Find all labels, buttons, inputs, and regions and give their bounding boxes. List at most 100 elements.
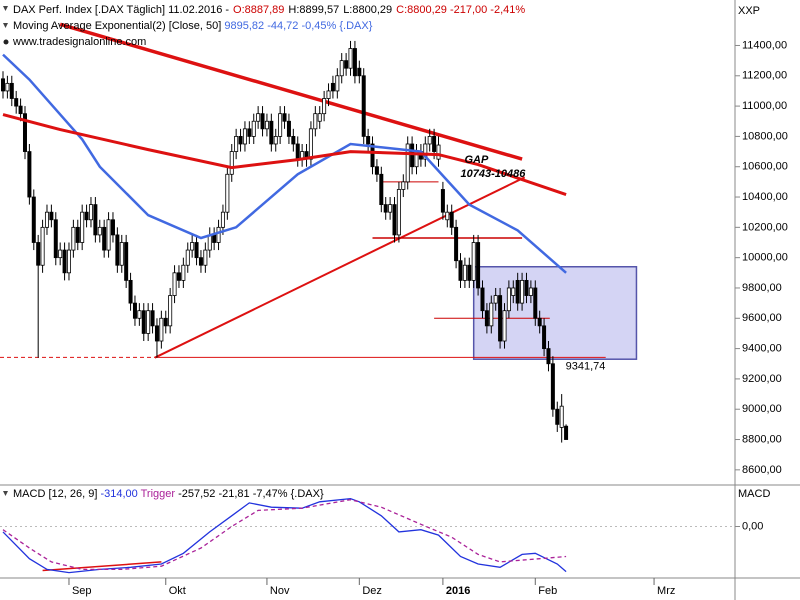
candle-body (260, 113, 265, 130)
header-quote: L:8800,29 (343, 4, 392, 16)
candle-body (238, 136, 243, 145)
candle-body (357, 67, 362, 77)
candle-body (520, 279, 525, 304)
candle-body (432, 136, 437, 152)
moving-average (2, 53, 567, 274)
candle-body (58, 249, 63, 259)
candle-body (291, 136, 296, 145)
candle-body (84, 211, 89, 221)
candle-body (110, 219, 115, 236)
candle-body (542, 325, 547, 349)
candle-body (524, 279, 529, 296)
candle-body (295, 143, 300, 160)
candle-body (163, 317, 168, 327)
candle-body (256, 113, 261, 122)
candle-body (53, 219, 58, 259)
candle-body (506, 287, 511, 312)
candle-body (286, 120, 291, 137)
candle-body (62, 249, 67, 274)
trendline (154, 176, 526, 359)
candle-body (172, 272, 177, 296)
legend-name: Moving Average Exponential(2) [Close, 50… (13, 20, 221, 32)
candle-body (317, 113, 322, 122)
candle-body (383, 204, 388, 213)
price-axis-label: XXP (738, 5, 760, 17)
candle-body (14, 98, 19, 107)
candle-body (427, 136, 432, 145)
candle-body (102, 226, 107, 251)
candle-body (401, 181, 406, 190)
y-tick-label: 9600,00 (742, 312, 782, 324)
candle-body (498, 295, 503, 342)
candle-body (436, 144, 441, 160)
candle-body (185, 249, 190, 266)
candle-body (374, 166, 379, 175)
candle-body (150, 310, 155, 327)
header-quote: O:8887,89 (233, 4, 284, 16)
candle-body (203, 249, 208, 266)
candle-body (247, 128, 252, 137)
y-tick-label: 8600,00 (742, 464, 782, 476)
candle-body (93, 204, 98, 236)
y-tick-label: 9200,00 (742, 373, 782, 385)
candle-body (115, 234, 120, 266)
candle-body (352, 48, 357, 77)
candle-body (396, 189, 401, 236)
legend-name: MACD [12, 26, 9] (13, 488, 97, 500)
legend-icon (3, 23, 8, 28)
x-tick-label: Dez (362, 585, 382, 597)
candle-body (339, 60, 344, 77)
candle-body (278, 113, 283, 137)
x-tick-label: 2016 (446, 585, 470, 597)
candle-body (550, 363, 555, 410)
candle-body (137, 310, 142, 319)
candle-body (190, 242, 195, 251)
candle-body (555, 408, 560, 425)
candle-body (366, 136, 371, 145)
legend-icon (3, 491, 8, 496)
gap-label: GAP (464, 154, 489, 166)
gap-label: 10743-10486 (460, 168, 526, 180)
candle-body (132, 302, 137, 319)
candle-body (18, 105, 23, 115)
y-tick-label: 10600,00 (742, 161, 788, 173)
y-tick-label: 11400,00 (742, 39, 787, 51)
candle-body (471, 242, 476, 281)
candle-body (49, 211, 54, 221)
candle-body (220, 211, 225, 228)
macd-trendline (42, 561, 162, 572)
x-tick-label: Feb (538, 585, 557, 597)
header: DAX Perf. Index [.DAX Täglich] 11.02.201… (13, 4, 525, 16)
candle-body (344, 60, 349, 69)
candle-body (5, 82, 10, 92)
legend-icon (3, 6, 8, 11)
candle-body (198, 257, 203, 266)
y-tick-label: 0,00 (742, 520, 763, 532)
candle-body (168, 295, 173, 327)
candle-body (44, 211, 49, 228)
candle-body (75, 226, 80, 243)
candle-body (71, 226, 76, 251)
candle-body (97, 226, 102, 236)
legend-note: -257,52 -21,81 -7,47% {.DAX} (178, 488, 324, 500)
legend-icon (3, 39, 9, 45)
candle-body (40, 226, 45, 266)
candle-body (423, 143, 428, 160)
y-tick-label: 8800,00 (742, 433, 782, 445)
macd-line (2, 497, 567, 574)
candle-body (537, 317, 542, 327)
y-tick-label: 9000,00 (742, 403, 782, 415)
y-tick-label: 11200,00 (742, 70, 787, 82)
candle-body (229, 151, 234, 175)
candle-body (242, 128, 247, 145)
candle-body (282, 113, 287, 122)
moving-average (2, 113, 567, 197)
x-tick-label: Sep (72, 585, 92, 597)
candle-body (361, 75, 366, 137)
candle-body (379, 173, 384, 206)
y-tick-label: 9400,00 (742, 343, 782, 355)
candle-body (528, 287, 533, 296)
candle-body (9, 82, 14, 99)
